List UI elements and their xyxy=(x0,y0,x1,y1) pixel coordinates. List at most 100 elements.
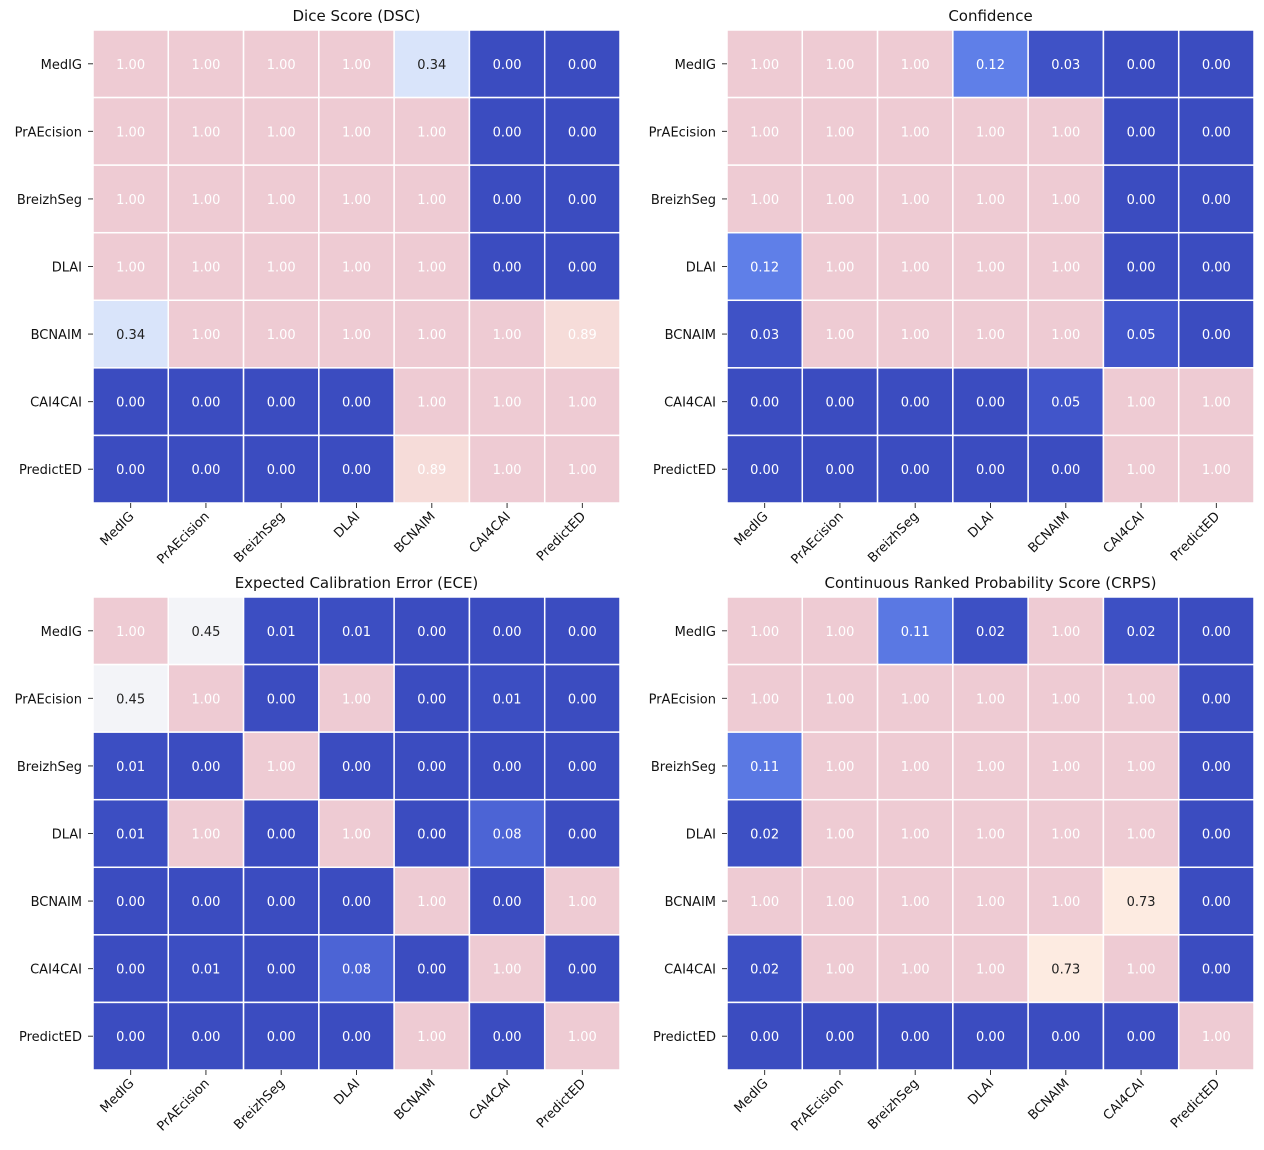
y-tick-label: DLAI xyxy=(52,828,82,843)
cell-value-label: 1.00 xyxy=(825,58,854,73)
heatmap-cell xyxy=(318,731,395,801)
chart-title: Confidence xyxy=(948,7,1032,25)
heatmap-cell xyxy=(801,934,879,1004)
heatmap-cell xyxy=(167,934,245,1004)
cell-value-label: 1.00 xyxy=(825,828,854,843)
heatmap-cell xyxy=(1027,1001,1105,1071)
cell-value-label: 1.00 xyxy=(417,261,446,276)
cell-value-label: 1.00 xyxy=(750,58,779,73)
cell-value-label: 0.00 xyxy=(1127,125,1156,140)
heatmap-panel-3: Expected Calibration Error (ECE) 1.00 0.45… xyxy=(15,574,621,1134)
cell-value-label: 0.08 xyxy=(493,828,522,843)
cell-value-label: 0.00 xyxy=(116,463,145,478)
y-tick-label: MedIG xyxy=(41,58,82,73)
cell-value-label: 0.00 xyxy=(342,463,371,478)
x-tick-label: CAI4CAI xyxy=(1101,1076,1148,1123)
cell-value-label: 0.00 xyxy=(417,760,446,775)
cell-value-label: 0.00 xyxy=(568,193,597,208)
heatmap-cell xyxy=(1177,866,1255,936)
heatmap-cell xyxy=(543,367,621,437)
cell-value-label: 1.00 xyxy=(417,328,446,343)
cell-value-label: 0.73 xyxy=(1127,895,1156,910)
cell-value-label: 0.02 xyxy=(750,828,779,843)
y-tick-label: DLAI xyxy=(52,261,82,276)
heatmap-cell xyxy=(1027,866,1105,936)
cell-value-label: 1.00 xyxy=(901,760,930,775)
heatmap-cell xyxy=(92,29,170,99)
cell-value-label: 0.00 xyxy=(417,625,446,640)
heatmap-cell xyxy=(1027,934,1105,1004)
cell-value-label: 1.00 xyxy=(191,58,220,73)
cell-value-label: 1.00 xyxy=(116,193,145,208)
x-tick-label: DLAI xyxy=(965,1076,997,1108)
heatmap-cell xyxy=(543,934,621,1004)
y-tick-label: PredictED xyxy=(653,463,716,478)
y-tick-label: PrAEcision xyxy=(15,692,82,707)
heatmap-cell xyxy=(543,731,621,801)
cell-value-label: 1.00 xyxy=(1051,692,1080,707)
heatmap-cell xyxy=(393,1001,471,1071)
heatmap-cell xyxy=(876,164,954,234)
cell-value-label: 1.00 xyxy=(342,261,371,276)
cell-value-label: 1.00 xyxy=(1202,463,1231,478)
cell-value-label: 0.00 xyxy=(1202,261,1231,276)
heatmap-cell xyxy=(242,934,320,1004)
heatmap-cell xyxy=(92,663,170,733)
y-tick-label: PrAEcision xyxy=(15,125,82,140)
heatmap-cell xyxy=(1102,434,1180,504)
heatmap-cell xyxy=(1027,164,1105,234)
cell-value-label: 1.00 xyxy=(116,125,145,140)
cell-value-label: 0.00 xyxy=(976,1030,1005,1045)
x-tick-label: BreizhSeg xyxy=(231,509,288,566)
cell-value-label: 0.00 xyxy=(191,463,220,478)
cell-value-label: 0.00 xyxy=(342,1030,371,1045)
cell-value-label: 1.00 xyxy=(191,692,220,707)
cell-value-label: 1.00 xyxy=(568,1030,597,1045)
cell-value-label: 1.00 xyxy=(568,396,597,411)
heatmap-cell xyxy=(318,934,395,1004)
heatmap-cell xyxy=(801,596,879,666)
cell-value-label: 0.02 xyxy=(976,625,1005,640)
heatmap-cell xyxy=(543,96,621,166)
heatmap-cell xyxy=(1102,29,1180,99)
cell-value-label: 0.00 xyxy=(568,692,597,707)
y-tick-label: BreizhSeg xyxy=(651,760,716,775)
cell-value-label: 0.02 xyxy=(1127,625,1156,640)
heatmap-cell xyxy=(167,663,245,733)
cell-value-label: 0.00 xyxy=(342,760,371,775)
cell-value-label: 0.00 xyxy=(750,1030,779,1045)
heatmap-cell xyxy=(543,434,621,504)
cell-value-label: 1.00 xyxy=(1051,261,1080,276)
heatmap-cell xyxy=(1027,731,1105,801)
cell-value-label: 1.00 xyxy=(976,125,1005,140)
cell-value-label: 0.12 xyxy=(750,261,779,276)
cell-value-label: 1.00 xyxy=(976,895,1005,910)
cell-value-label: 0.00 xyxy=(116,895,145,910)
cell-value-label: 1.00 xyxy=(825,963,854,978)
heatmap-cell xyxy=(726,866,804,936)
x-tick-label: BCNAIM xyxy=(392,509,439,556)
cell-value-label: 0.34 xyxy=(116,328,145,343)
heatmap-panel-2: Confidence 1.00 1.00 1.00 0.12 0.03 0.00 0.00 1.… xyxy=(649,7,1255,567)
cell-value-label: 1.00 xyxy=(750,193,779,208)
cell-value-label: 0.00 xyxy=(1051,463,1080,478)
cell-value-label: 0.00 xyxy=(901,463,930,478)
cell-value-label: 1.00 xyxy=(568,463,597,478)
heatmap-cell xyxy=(952,934,1029,1004)
cell-value-label: 0.00 xyxy=(267,1030,296,1045)
heatmap-cell xyxy=(952,731,1029,801)
cell-value-label: 0.00 xyxy=(417,828,446,843)
cell-value-label: 1.00 xyxy=(1051,193,1080,208)
heatmap-cell xyxy=(393,798,471,869)
x-tick-label: MedIG xyxy=(98,1076,138,1116)
heatmap-cell xyxy=(468,231,546,302)
cell-value-label: 0.11 xyxy=(901,625,930,640)
heatmap-cell xyxy=(468,434,546,504)
heatmap-cell xyxy=(242,164,320,234)
heatmap-cell xyxy=(726,29,804,99)
cell-value-label: 1.00 xyxy=(116,625,145,640)
y-tick-label: CAI4CAI xyxy=(664,396,716,411)
heatmap-panel-1: Dice Score (DSC) 1.00 1.00 1.00 1.00 0.34 0.00… xyxy=(15,7,621,567)
cell-value-label: 0.00 xyxy=(191,760,220,775)
